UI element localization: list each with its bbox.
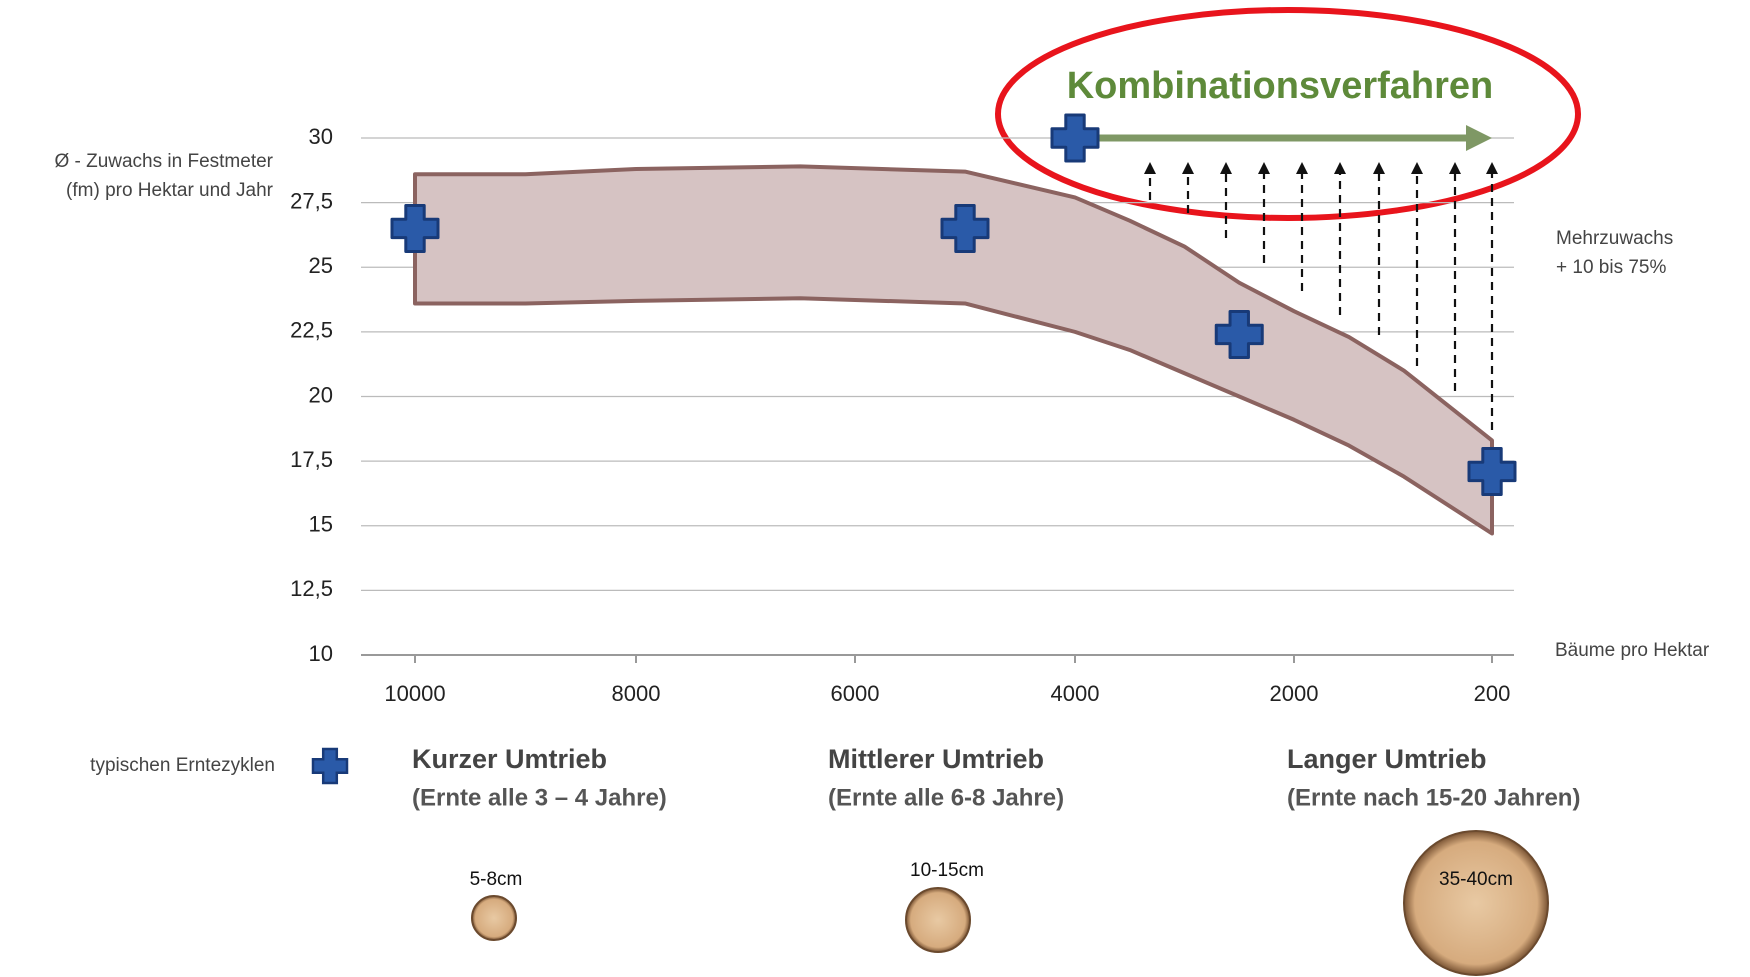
wood-disc — [1404, 831, 1548, 975]
x-tick-label: 8000 — [612, 681, 661, 706]
cycle-desc: (Ernte alle 3 – 4 Jahre) — [412, 784, 667, 811]
x-tick-label: 10000 — [384, 681, 445, 706]
annotation: Mehrzuwachs — [1556, 228, 1673, 249]
x-tick-label: 6000 — [831, 681, 880, 706]
y-tick-label: 10 — [309, 641, 333, 666]
cycle-desc: (Ernte nach 15-20 Jahren) — [1287, 784, 1580, 811]
y-tick-label: 27,5 — [290, 188, 333, 213]
x-tick-label: 2000 — [1270, 681, 1319, 706]
y-axis-label: Ø - Zuwachs in Festmeter — [54, 151, 273, 172]
y-tick-label: 15 — [309, 512, 333, 537]
combination-arrow-head — [1466, 125, 1492, 151]
legend-marker — [313, 749, 347, 783]
arrow-head — [1411, 162, 1423, 174]
x-tick-label: 4000 — [1051, 681, 1100, 706]
disc-size: 35-40cm — [1439, 869, 1513, 890]
chart: Kombinationsverfahren Ø - Zuwachs in Fes… — [0, 0, 1750, 977]
arrow-head — [1220, 162, 1232, 174]
arrow-head — [1373, 162, 1385, 174]
cycle-desc: (Ernte alle 6-8 Jahre) — [828, 784, 1064, 811]
x-axis-label: Bäume pro Hektar — [1555, 640, 1710, 661]
arrow-head — [1334, 162, 1346, 174]
y-tick-label: 30 — [309, 124, 333, 149]
y-tick-label: 20 — [309, 382, 333, 407]
wood-disc — [906, 888, 970, 952]
cycle-name: Kurzer Umtrieb — [412, 744, 607, 774]
x-tick-label: 200 — [1474, 681, 1511, 706]
y-tick-label: 25 — [309, 253, 333, 278]
disc-size: 5-8cm — [470, 869, 523, 890]
y-tick-label: 17,5 — [290, 447, 333, 472]
y-axis-label: (fm) pro Hektar und Jahr — [66, 180, 274, 201]
y-tick-label: 22,5 — [290, 318, 333, 343]
cycle-name: Mittlerer Umtrieb — [828, 744, 1044, 774]
chart-title: Kombinationsverfahren — [1067, 65, 1494, 107]
disc-size: 10-15cm — [910, 860, 984, 881]
arrow-head — [1258, 162, 1270, 174]
y-tick-label: 12,5 — [290, 576, 333, 601]
cycle-name: Langer Umtrieb — [1287, 744, 1487, 774]
data-point — [1052, 115, 1098, 161]
arrow-head — [1296, 162, 1308, 174]
arrow-head — [1182, 162, 1194, 174]
wood-disc — [472, 896, 516, 940]
arrow-head — [1449, 162, 1461, 174]
arrow-head — [1144, 162, 1156, 174]
legend-label: typischen Erntezyklen — [90, 755, 275, 776]
annotation: + 10 bis 75% — [1556, 257, 1666, 278]
arrow-head — [1486, 162, 1498, 174]
